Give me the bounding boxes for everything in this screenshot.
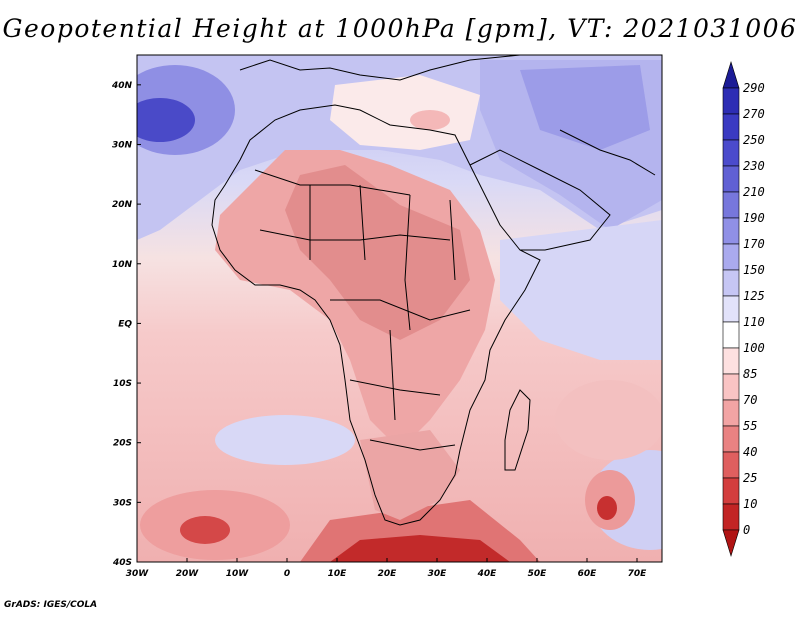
lat-label: 20N [112, 200, 133, 210]
colorbar-label: 230 [743, 159, 765, 173]
lat-label: 40S [112, 558, 132, 568]
indian-ocean-high [500, 220, 662, 360]
mediterranean-neutral [330, 75, 480, 150]
southern-africa-interior [360, 430, 460, 520]
colorbar-segment [722, 347, 740, 375]
border-2 [259, 229, 451, 241]
lat-label: 20S [113, 439, 132, 449]
colorbar-label: 85 [743, 367, 757, 381]
lon-label: 70E [628, 569, 648, 579]
border-5 [369, 439, 456, 451]
lon-label: 30E [428, 569, 448, 579]
indian-ocean-low [555, 380, 662, 460]
lon-label: 10E [328, 569, 348, 579]
colorbar-label: 170 [743, 237, 765, 251]
colorbar-segment [722, 295, 740, 323]
lon-label: 60E [578, 569, 598, 579]
lon-label: 20E [378, 569, 398, 579]
lat-label: EQ [118, 319, 132, 329]
colorbar-label: 70 [743, 393, 757, 407]
lat-label: 40N [111, 81, 133, 91]
longitude-axis: 30W 20W 10W 0 10E 20E 30E 40E 50E 60E 70E [126, 558, 647, 579]
lon-label: 0 [284, 569, 290, 579]
arabia-coast [469, 149, 611, 251]
lon-label: 10W [226, 569, 250, 579]
latitude-axis: 40N 30N 20N 10N EQ 10S 20S 30S 40S [111, 81, 141, 568]
border-4 [349, 379, 441, 396]
colorbar-label: 100 [743, 341, 765, 355]
colorbar-label: 210 [743, 185, 765, 199]
border-9 [449, 199, 456, 281]
colorbar-segment [722, 529, 740, 558]
colorbar-segment [722, 321, 740, 349]
colorbar-segment [722, 165, 740, 193]
colorbar-label: 190 [743, 211, 765, 225]
coastlines [211, 55, 656, 526]
colorbar-label: 270 [743, 107, 765, 121]
colorbar-label: 40 [743, 445, 757, 459]
colorbar-label: 125 [743, 289, 765, 303]
madagascar [504, 389, 531, 471]
africa-coastline [211, 104, 541, 526]
lat-label: 30N [112, 140, 133, 150]
south-atlantic-low-core [180, 516, 230, 544]
south-atlantic-high [215, 415, 355, 465]
border-8 [404, 194, 411, 331]
med-low [410, 110, 450, 130]
colorbar-segment [722, 399, 740, 427]
colorbar-segment [722, 60, 740, 89]
border-1 [254, 169, 411, 196]
colorbar-segment [722, 243, 740, 271]
colorbar-segment [722, 139, 740, 167]
border-7 [359, 184, 366, 261]
colorbar-segment [722, 373, 740, 401]
colorbar-label: 0 [743, 523, 750, 537]
colorbar-segment [722, 191, 740, 219]
colorbar-label: 290 [743, 81, 765, 95]
southern-ocean-low-core [330, 535, 510, 562]
colorbar-label: 25 [743, 471, 757, 485]
azores-high-core [137, 98, 195, 142]
colorbar-segment [722, 477, 740, 505]
map-title: Geopotential Height at 1000hPa [gpm], VT… [2, 14, 798, 43]
border-3 [330, 299, 471, 321]
lat-label: 30S [113, 498, 132, 508]
colorbar-segment [722, 113, 740, 141]
border-10 [389, 329, 396, 421]
height-field [137, 55, 662, 562]
lon-label: 30W [126, 569, 150, 579]
credit-text: GrADS: IGES/COLA [4, 600, 98, 610]
colorbar-segment [722, 269, 740, 297]
colorbar-segment [722, 87, 740, 115]
mascarene-low-core [597, 496, 617, 520]
colorbar-label: 10 [743, 497, 757, 511]
lon-label: 50E [528, 569, 548, 579]
lat-label: 10N [112, 260, 133, 270]
lon-label: 40E [477, 569, 498, 579]
colorbar-label: 250 [743, 133, 765, 147]
colorbar-label: 150 [743, 263, 765, 277]
colorbar: 2902702502302101901701501251101008570554… [722, 60, 765, 558]
arabia-high-inner [520, 65, 650, 150]
gulf-coast [559, 129, 656, 176]
colorbar-segment [722, 451, 740, 479]
lon-label: 20W [176, 569, 200, 579]
lat-label: 10S [113, 379, 132, 389]
central-low-core [285, 165, 470, 340]
colorbar-segment [722, 425, 740, 453]
colorbar-label: 55 [743, 419, 757, 433]
colorbar-segment [722, 503, 740, 531]
colorbar-segment [722, 217, 740, 245]
colorbar-label: 110 [743, 315, 765, 329]
map-frame [136, 54, 663, 563]
europe-coast [239, 55, 521, 81]
